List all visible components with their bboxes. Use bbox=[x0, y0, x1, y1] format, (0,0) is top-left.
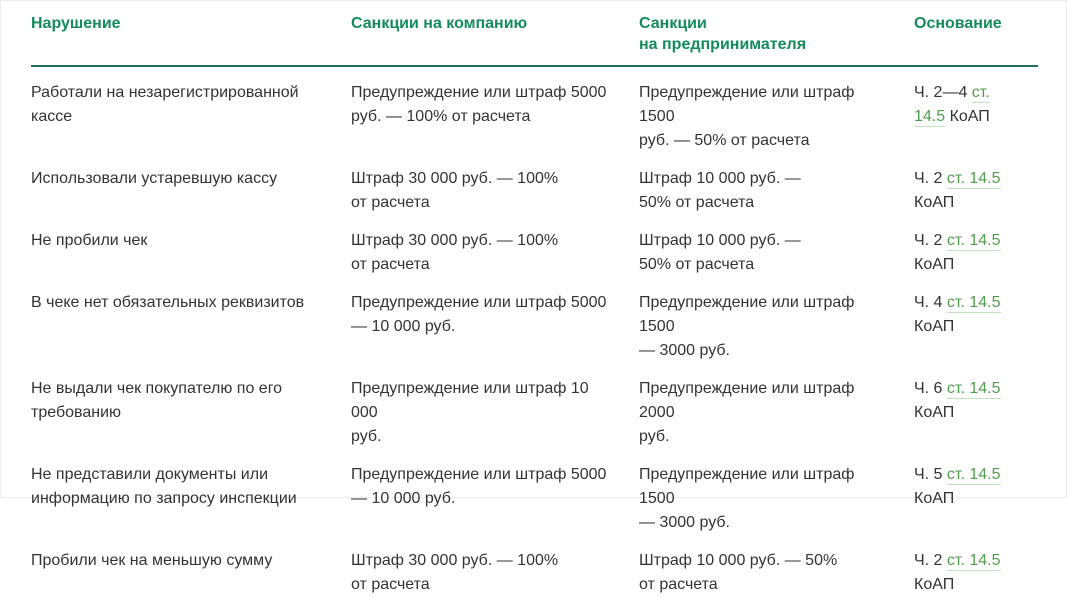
table-row: Не представили документы или информацию … bbox=[31, 449, 1038, 535]
entrepreneur-sanction-cell: Штраф 10 000 руб. — 50% от расчета bbox=[639, 232, 801, 273]
basis-prefix: Ч. 5 bbox=[914, 466, 947, 483]
basis-suffix: КоАП bbox=[914, 256, 955, 273]
company-sanction-cell: Предупреждение или штраф 5000 — 10 000 р… bbox=[351, 294, 607, 335]
basis-cell: Ч. 4 ст. 14.5 КоАП bbox=[914, 277, 1038, 363]
company-sanction-cell: Штраф 30 000 руб. — 100% от расчета bbox=[351, 170, 559, 211]
basis-suffix: КоАП bbox=[914, 404, 955, 421]
basis-prefix: Ч. 2 bbox=[914, 170, 947, 187]
article-link[interactable]: ст. 14.5 bbox=[946, 232, 1001, 251]
entrepreneur-sanction-cell: Предупреждение или штраф 2000 руб. bbox=[639, 380, 855, 445]
basis-suffix: КоАП bbox=[914, 318, 955, 335]
basis-cell: Ч. 2 ст. 14.5 КоАП bbox=[914, 535, 1038, 597]
violation-cell: Не пробили чек bbox=[31, 232, 148, 249]
basis-suffix: КоАП bbox=[914, 194, 955, 211]
violation-cell: Не представили документы или информацию … bbox=[31, 466, 297, 507]
article-link[interactable]: ст. 14.5 bbox=[946, 380, 1001, 399]
table-row: Использовали устаревшую кассу Штраф 30 0… bbox=[31, 153, 1038, 215]
basis-suffix: КоАП bbox=[945, 108, 990, 125]
article-link[interactable]: ст. 14.5 bbox=[946, 170, 1001, 189]
entrepreneur-sanction-cell: Предупреждение или штраф 1500 — 3000 руб… bbox=[639, 466, 855, 531]
col-header-violation: Нарушение bbox=[31, 1, 351, 67]
basis-prefix: Ч. 4 bbox=[914, 294, 947, 311]
col-header-entrepreneur-sanctions: Санкции на предпринимателя bbox=[639, 1, 914, 67]
article-link[interactable]: ст. 14.5 bbox=[946, 552, 1001, 571]
article-link[interactable]: ст. 14.5 bbox=[914, 84, 990, 127]
basis-suffix: КоАП bbox=[914, 576, 955, 593]
basis-cell: Ч. 2 ст. 14.5 КоАП bbox=[914, 153, 1038, 215]
article-link[interactable]: ст. 14.5 bbox=[946, 466, 1001, 485]
table-row: В чеке нет обязательных реквизитов Преду… bbox=[31, 277, 1038, 363]
company-sanction-cell: Предупреждение или штраф 10 000 руб. bbox=[351, 380, 589, 445]
article-link[interactable]: ст. 14.5 bbox=[946, 294, 1001, 313]
header-row: Нарушение Санкции на компанию Санкции на… bbox=[31, 1, 1038, 67]
table-row: Пробили чек на меньшую сумму Штраф 30 00… bbox=[31, 535, 1038, 597]
company-sanction-cell: Штраф 30 000 руб. — 100% от расчета bbox=[351, 232, 559, 273]
entrepreneur-sanction-cell: Предупреждение или штраф 1500 — 3000 руб… bbox=[639, 294, 855, 359]
company-sanction-cell: Предупреждение или штраф 5000 — 10 000 р… bbox=[351, 466, 607, 507]
entrepreneur-sanction-cell: Штраф 10 000 руб. — 50% от расчета bbox=[639, 552, 838, 593]
basis-prefix: Ч. 2 bbox=[914, 552, 947, 569]
basis-prefix: Ч. 2 bbox=[914, 232, 947, 249]
basis-prefix: Ч. 6 bbox=[914, 380, 947, 397]
table-row: Не выдали чек покупателю по его требован… bbox=[31, 363, 1038, 449]
basis-cell: Ч. 2—4 ст. 14.5 КоАП bbox=[914, 66, 1038, 153]
basis-cell: Ч. 2 ст. 14.5 КоАП bbox=[914, 215, 1038, 277]
violation-cell: Не выдали чек покупателю по его требован… bbox=[31, 380, 283, 421]
entrepreneur-sanction-cell: Штраф 10 000 руб. — 50% от расчета bbox=[639, 170, 801, 211]
basis-cell: Ч. 6 ст. 14.5 КоАП bbox=[914, 363, 1038, 449]
col-header-basis: Основание bbox=[914, 1, 1038, 67]
company-sanction-cell: Предупреждение или штраф 5000 руб. — 100… bbox=[351, 84, 607, 125]
col-header-company-sanctions: Санкции на компанию bbox=[351, 1, 639, 67]
company-sanction-cell: Штраф 30 000 руб. — 100% от расчета bbox=[351, 552, 559, 593]
basis-suffix: КоАП bbox=[914, 490, 955, 507]
violation-cell: В чеке нет обязательных реквизитов bbox=[31, 294, 305, 311]
table-row: Не пробили чек Штраф 30 000 руб. — 100% … bbox=[31, 215, 1038, 277]
violation-cell: Пробили чек на меньшую сумму bbox=[31, 552, 273, 569]
violation-cell: Работали на незарегистрированной кассе bbox=[31, 84, 299, 125]
sanctions-table: Нарушение Санкции на компанию Санкции на… bbox=[31, 1, 1038, 597]
violation-cell: Использовали устаревшую кассу bbox=[31, 170, 278, 187]
entrepreneur-sanction-cell: Предупреждение или штраф 1500 руб. — 50%… bbox=[639, 84, 855, 149]
table-row: Работали на незарегистрированной кассе П… bbox=[31, 66, 1038, 153]
basis-prefix: Ч. 2—4 bbox=[914, 84, 972, 101]
basis-cell: Ч. 5 ст. 14.5 КоАП bbox=[914, 449, 1038, 535]
